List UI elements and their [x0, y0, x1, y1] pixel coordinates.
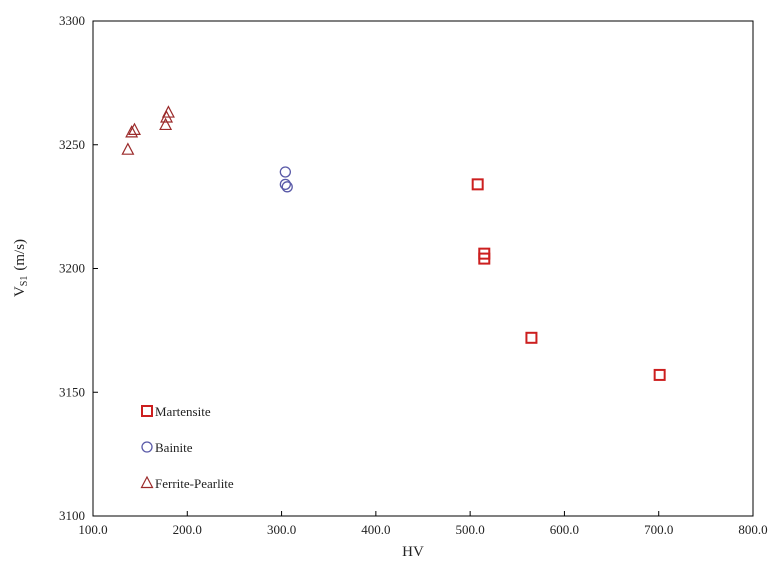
bainite-point	[279, 166, 291, 178]
y-axis-label-main: V	[12, 286, 28, 297]
martensite-point	[525, 331, 538, 344]
y-tick-label: 3200	[59, 261, 85, 276]
y-tick-label: 3300	[59, 13, 85, 28]
data-points	[121, 105, 666, 381]
bainite-point	[279, 178, 291, 191]
x-tick-label: 700.0	[644, 522, 673, 537]
x-tick-label: 300.0	[267, 522, 296, 537]
ferrite-pearlite-point	[127, 122, 141, 135]
martensite-point	[478, 252, 491, 265]
martensite-point	[653, 368, 666, 381]
y-axis-label-subscript: S1	[19, 276, 30, 287]
y-axis-ticks: 3100 3150 3200 3250 3300	[59, 13, 98, 523]
bainite-point	[281, 181, 293, 193]
y-tick-label: 3100	[59, 508, 85, 523]
legend-marker-martensite	[141, 405, 153, 417]
x-tick-label: 800.0	[738, 522, 767, 537]
y-tick-label: 3250	[59, 137, 85, 152]
y-axis-label-unit: (m/s)	[12, 239, 28, 271]
x-axis-label: HV	[402, 544, 424, 560]
legend-marker-ferrite-pearlite	[140, 475, 154, 489]
y-axis-label: VS1 (m/s)	[12, 239, 30, 297]
x-axis-ticks: 100.0 200.0 300.0 400.0 500.0 600.0 700.0 800.0	[78, 511, 768, 537]
x-tick-label: 100.0	[78, 522, 107, 537]
x-tick-label: 600.0	[550, 522, 579, 537]
ferrite-pearlite-point	[125, 125, 139, 138]
y-tick-label: 3150	[59, 384, 85, 399]
ferrite-pearlite-point	[121, 142, 135, 155]
legend-label-martensite: Martensite	[155, 404, 211, 419]
legend-label-ferrite-pearlite: Ferrite-Pearlite	[155, 476, 234, 491]
ferrite-pearlite-point	[161, 105, 175, 118]
plot-area	[92, 20, 754, 517]
legend: Martensite Bainite Ferrite-Pearlite	[140, 404, 234, 491]
x-tick-label: 400.0	[361, 522, 390, 537]
legend-label-bainite: Bainite	[155, 440, 193, 455]
legend-marker-bainite	[141, 441, 153, 453]
ferrite-pearlite-point	[159, 117, 173, 131]
x-tick-label: 500.0	[456, 522, 485, 537]
martensite-point	[471, 178, 484, 191]
x-tick-label: 200.0	[173, 522, 202, 537]
